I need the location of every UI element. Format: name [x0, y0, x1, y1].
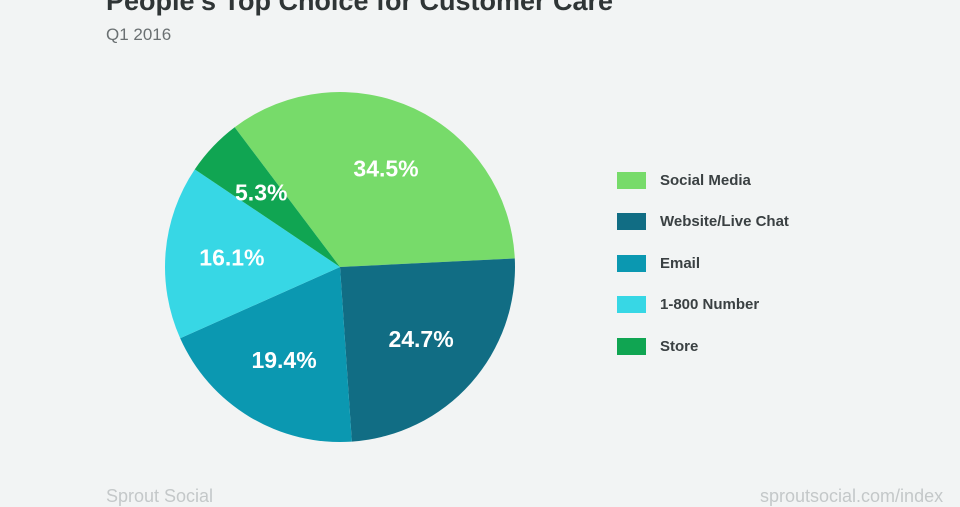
- legend-item-1-800-number: 1-800 Number: [617, 293, 789, 317]
- footer-url: sproutsocial.com/index: [760, 486, 944, 506]
- legend-swatch: [617, 213, 646, 230]
- chart-title: People's Top Choice for Customer Care: [106, 0, 614, 16]
- legend-swatch: [617, 254, 646, 272]
- legend-item-store: Store: [617, 334, 789, 358]
- legend-item-website-live-chat: Website/Live Chat: [617, 210, 789, 234]
- pie-slice-website-live-chat: [340, 258, 515, 442]
- legend-label: 1-800 Number: [660, 296, 760, 313]
- legend-swatch: [617, 171, 646, 189]
- legend-item-email: Email: [617, 251, 789, 275]
- chart-legend: Social Media Website/Live Chat Email 1-8…: [617, 168, 789, 376]
- slice-label-website-live-chat: 24.7%: [388, 326, 453, 352]
- slice-label-1-800-number: 16.1%: [199, 245, 264, 271]
- legend-swatch: [617, 337, 646, 355]
- chart-subtitle: Q1 2016: [106, 25, 172, 44]
- footer-brand: Sprout Social: [106, 486, 214, 506]
- legend-label: Social Media: [660, 171, 751, 189]
- legend-label: Store: [660, 337, 699, 355]
- pie-slice-email: [180, 267, 352, 443]
- slice-label-email: 19.4%: [251, 347, 316, 373]
- legend-label: Website/Live Chat: [660, 213, 789, 230]
- legend-item-social-media: Social Media: [617, 168, 789, 192]
- pie-slice-store: [194, 127, 340, 267]
- pie-slice-1-800-number: [165, 169, 340, 339]
- legend-swatch: [617, 296, 646, 313]
- slice-label-social-media: 34.5%: [353, 156, 418, 182]
- pie-slice-social-media: [234, 92, 515, 268]
- slice-label-store: 5.3%: [235, 179, 287, 205]
- legend-label: Email: [660, 254, 701, 272]
